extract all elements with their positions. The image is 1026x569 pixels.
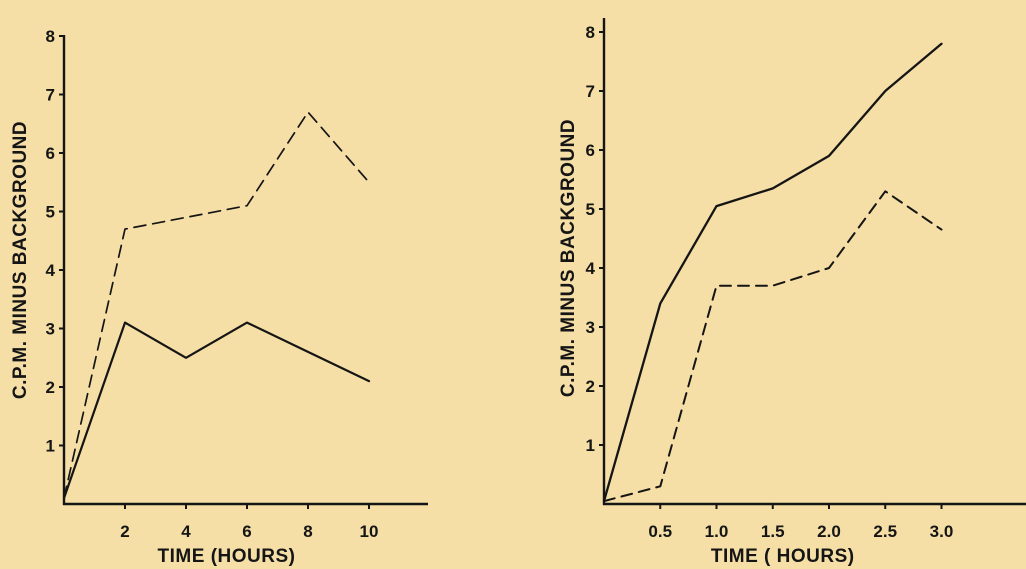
x-tick-label: 3.0 xyxy=(930,522,954,541)
x-tick-label: 6 xyxy=(242,522,251,541)
y-tick-label: 6 xyxy=(46,144,55,163)
x-tick-label: 4 xyxy=(181,522,191,541)
x-axis-title: TIME ( HOURS) xyxy=(711,546,855,567)
y-tick-label: 3 xyxy=(586,318,595,337)
y-tick-label: 1 xyxy=(46,437,55,456)
y-axis-title: C.P.M. MINUS BACKGROUND xyxy=(10,121,31,399)
y-tick-label: 3 xyxy=(46,320,55,339)
x-tick-label: 0.5 xyxy=(648,522,672,541)
series-line-dashed xyxy=(63,111,370,499)
y-tick-label: 7 xyxy=(586,82,595,101)
y-tick-label: 5 xyxy=(586,200,595,219)
series-line-solid xyxy=(602,42,943,503)
x-tick-label: 1.5 xyxy=(761,522,785,541)
y-tick-label: 7 xyxy=(46,86,55,105)
y-tick-label: 2 xyxy=(586,377,595,396)
y-tick-label: 8 xyxy=(586,23,595,42)
x-tick-label: 2.0 xyxy=(817,522,841,541)
y-tick-label: 2 xyxy=(46,378,55,397)
y-tick-label: 4 xyxy=(586,259,596,278)
chart-right: 1 2 3 4 5 6 7 8 0.5 1.0 1.5 2.0 2.5 3.0 TIME ( HOURS) C… xyxy=(558,18,1026,567)
x-tick-label: 2.5 xyxy=(873,522,897,541)
x-tick-label: 1.0 xyxy=(705,522,729,541)
y-tick-label: 4 xyxy=(46,261,56,280)
x-tick-label: 8 xyxy=(303,522,312,541)
y-tick-label: 6 xyxy=(586,141,595,160)
y-tick-label: 1 xyxy=(586,436,595,455)
series-line-solid xyxy=(62,321,371,500)
chart-left: 1 2 3 4 5 6 7 8 2 4 6 8 10 TIME (HOURS) C.P.M. MINUS B… xyxy=(10,27,428,567)
y-axis-title: C.P.M. MINUS BACKGROUND xyxy=(558,119,579,397)
y-tick-label: 5 xyxy=(46,203,55,222)
y-tick-label: 8 xyxy=(46,27,55,46)
x-tick-label: 10 xyxy=(360,522,379,541)
x-axis-title: TIME (HOURS) xyxy=(158,546,296,567)
series-line-dashed xyxy=(603,190,943,503)
x-tick-label: 2 xyxy=(120,522,129,541)
